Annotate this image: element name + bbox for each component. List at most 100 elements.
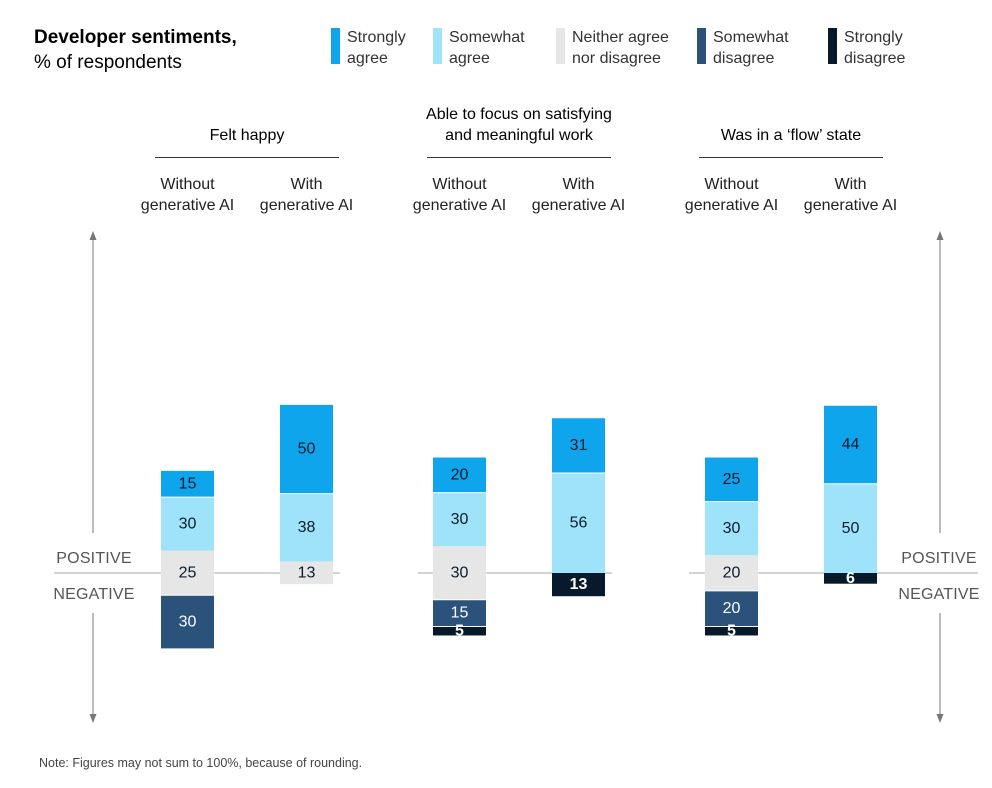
bar-segment bbox=[705, 590, 758, 627]
legend-label: nor disagree bbox=[572, 50, 661, 67]
data-label: 5 bbox=[455, 623, 464, 640]
bar-stack: Without generative AI 20 30 25 20 5 bbox=[685, 176, 778, 640]
data-label: 20 bbox=[723, 565, 741, 582]
legend-label: Strongly bbox=[347, 29, 406, 46]
bar-label: Without bbox=[704, 176, 759, 193]
legend-swatch bbox=[331, 28, 340, 64]
negative-label: NEGATIVE bbox=[53, 586, 134, 603]
group-title: Able to focus on satisfying bbox=[426, 106, 612, 123]
data-label: 20 bbox=[451, 466, 469, 483]
bar-label: generative AI bbox=[141, 197, 234, 214]
bar-segment bbox=[552, 417, 605, 474]
data-label: 31 bbox=[570, 437, 588, 454]
data-label: 56 bbox=[570, 515, 588, 532]
data-label: 20 bbox=[723, 600, 741, 617]
bar-segment bbox=[161, 470, 214, 498]
footnote: Note: Figures may not sum to 100%, becau… bbox=[39, 756, 362, 770]
negative-label: NEGATIVE bbox=[898, 586, 979, 603]
bar-segment bbox=[280, 561, 333, 585]
bar-label: generative AI bbox=[804, 197, 897, 214]
legend-label: Neither agree bbox=[572, 29, 669, 46]
data-label: 50 bbox=[298, 440, 316, 457]
data-label: 30 bbox=[179, 515, 197, 532]
bar-segment bbox=[433, 626, 486, 636]
bar-label: With bbox=[835, 176, 867, 193]
data-label: 25 bbox=[179, 565, 197, 582]
bar-segment bbox=[824, 405, 877, 484]
bar-stack: With generative AI 50 44 6 bbox=[804, 176, 897, 587]
legend-label: disagree bbox=[713, 50, 774, 67]
bar-segment bbox=[433, 546, 486, 600]
bar-label: With bbox=[291, 176, 323, 193]
data-label: 44 bbox=[842, 436, 860, 453]
bar-segment bbox=[824, 573, 877, 584]
bar-label: generative AI bbox=[685, 197, 778, 214]
bar-segment bbox=[433, 599, 486, 627]
axes: POSITIVE NEGATIVE POSITIVE NEGATIVE bbox=[53, 231, 979, 723]
data-label: 6 bbox=[846, 570, 855, 587]
bar-segment bbox=[824, 483, 877, 573]
data-label: 30 bbox=[451, 511, 469, 528]
bar-segment bbox=[705, 456, 758, 502]
group-title: and meaningful work bbox=[445, 127, 594, 144]
data-label: 30 bbox=[179, 614, 197, 631]
data-label: 25 bbox=[723, 471, 741, 488]
bar-stack: With generative AI 13 38 50 bbox=[260, 176, 353, 586]
arrow-up-icon bbox=[89, 231, 97, 240]
legend-label: disagree bbox=[844, 50, 905, 67]
chart-title: Developer sentiments, bbox=[34, 27, 237, 48]
group: Was in a ‘flow’ state Without generative A… bbox=[685, 127, 897, 640]
bar-segment bbox=[280, 404, 333, 494]
bar-segment bbox=[552, 473, 605, 573]
legend-label: Somewhat bbox=[713, 29, 789, 46]
legend-label: agree bbox=[347, 50, 388, 67]
bar-segment bbox=[433, 456, 486, 493]
bar-label: Without bbox=[432, 176, 487, 193]
data-label: 13 bbox=[570, 576, 588, 593]
legend-swatch bbox=[697, 28, 706, 64]
legend-label: agree bbox=[449, 50, 490, 67]
bar-segment bbox=[161, 595, 214, 649]
legend: Strongly agree Somewhat agree Neither agree n… bbox=[331, 28, 905, 67]
data-label: 30 bbox=[451, 565, 469, 582]
group-title: Felt happy bbox=[210, 127, 285, 144]
data-label: 13 bbox=[298, 565, 316, 582]
bar-segment bbox=[280, 493, 333, 562]
bar-label: generative AI bbox=[413, 197, 506, 214]
data-label: 30 bbox=[723, 520, 741, 537]
data-label: 50 bbox=[842, 520, 860, 537]
bar-label: generative AI bbox=[532, 197, 625, 214]
bar-segment bbox=[161, 497, 214, 551]
arrow-down-icon bbox=[89, 714, 97, 723]
group-title: Was in a ‘flow’ state bbox=[721, 127, 861, 144]
bar-label: With bbox=[563, 176, 595, 193]
bar-label: generative AI bbox=[260, 197, 353, 214]
legend-label: Somewhat bbox=[449, 29, 525, 46]
bar-stack: Without generative AI 25 30 15 30 bbox=[141, 176, 234, 650]
legend-label: Strongly bbox=[844, 29, 903, 46]
bar-stack: Without generative AI 30 30 20 155 bbox=[413, 176, 506, 640]
bar-segment bbox=[161, 550, 214, 596]
arrow-up-icon bbox=[936, 231, 944, 240]
positive-label: POSITIVE bbox=[901, 550, 976, 567]
bar-stack: With generative AI 56 31 13 bbox=[532, 176, 625, 597]
chart-subtitle: % of respondents bbox=[34, 52, 182, 73]
arrow-down-icon bbox=[936, 714, 944, 723]
data-label: 5 bbox=[727, 623, 736, 640]
bar-segment bbox=[705, 501, 758, 556]
bar-segment bbox=[705, 555, 758, 591]
group: Able to focus on satisfying and meaningfu… bbox=[413, 106, 625, 640]
legend-swatch bbox=[433, 28, 442, 64]
legend-swatch bbox=[828, 28, 837, 64]
bar-segment bbox=[705, 626, 758, 636]
bar-segment bbox=[552, 573, 605, 597]
data-label: 38 bbox=[298, 519, 316, 536]
data-label: 15 bbox=[451, 605, 469, 622]
bar-segment bbox=[433, 492, 486, 547]
data-label: 15 bbox=[179, 475, 197, 492]
legend-swatch bbox=[556, 28, 565, 64]
positive-label: POSITIVE bbox=[56, 550, 131, 567]
